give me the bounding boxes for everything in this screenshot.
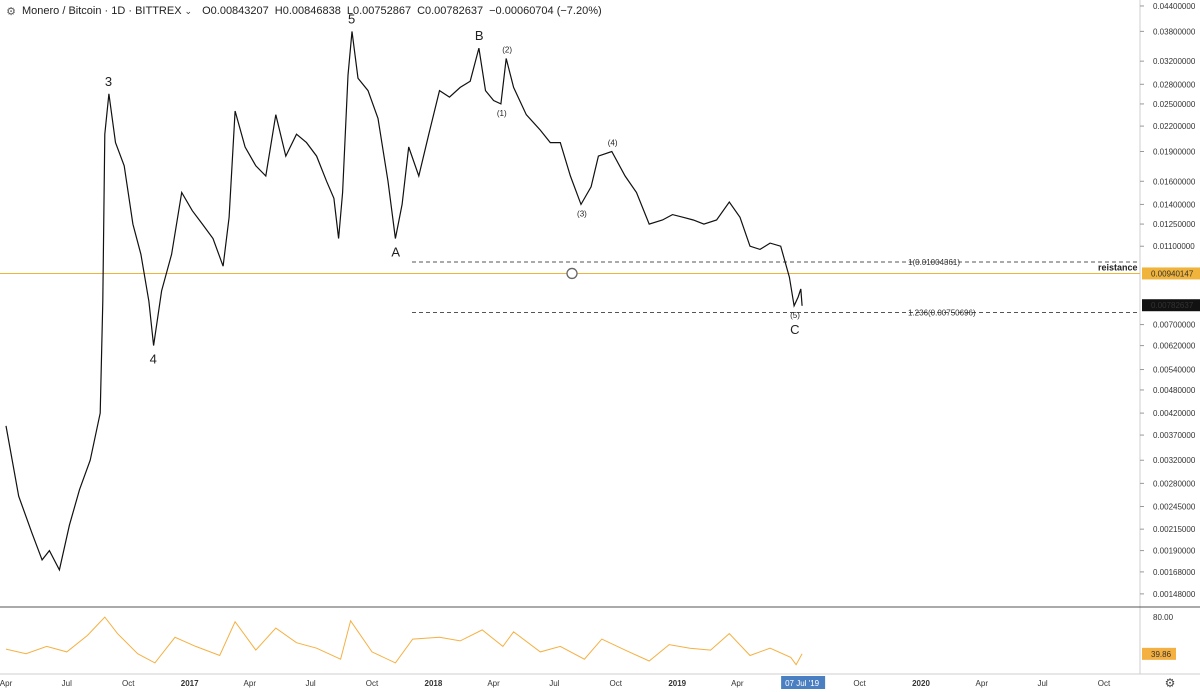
wave-label: 5 [348, 11, 355, 26]
y-tick-label: 0.03200000 [1153, 57, 1196, 66]
y-tick-label: 0.00245000 [1153, 503, 1196, 512]
collapse-icon[interactable]: ⚙ [6, 5, 16, 18]
last-price-badge [1142, 299, 1200, 312]
indicator-tick-label: 80.00 [1153, 613, 1174, 622]
wave-label: (1) [497, 109, 507, 118]
wave-label: (4) [608, 139, 618, 148]
gear-icon[interactable]: ⚙ [1164, 676, 1176, 690]
y-tick-label: 0.02500000 [1153, 100, 1196, 109]
y-tick-label: 0.01250000 [1153, 220, 1196, 229]
x-tick-label: Oct [610, 679, 623, 688]
y-tick-label: 0.00280000 [1153, 479, 1196, 488]
ohlc-high: H0.00846838 [274, 5, 341, 17]
ohlc-change: −0.00060704 (−7.20%) [489, 5, 602, 17]
wave-label: 3 [105, 74, 112, 89]
x-tick-label: Oct [1098, 679, 1111, 688]
y-tick-label: 0.02800000 [1153, 80, 1196, 89]
indicator-value-badge [1142, 647, 1176, 660]
wave-label: (2) [502, 45, 512, 54]
wave-label: B [475, 28, 484, 43]
x-tick-label: Apr [244, 679, 257, 688]
ohlc-close: C0.00782637 [417, 5, 484, 17]
y-tick-label: 0.01900000 [1153, 148, 1196, 157]
last-price-label: 0.00782637 [1151, 301, 1194, 310]
y-tick-label: 0.03800000 [1153, 27, 1196, 36]
x-tick-label: 2019 [668, 679, 686, 688]
y-tick-label: 0.01600000 [1153, 177, 1196, 186]
x-tick-label: Apr [487, 679, 500, 688]
x-tick-label: 2017 [181, 679, 199, 688]
y-tick-label: 0.00168000 [1153, 568, 1196, 577]
fib-anchor-handle[interactable] [566, 267, 578, 280]
ohlc-open: O0.00843207 [202, 5, 269, 17]
symbol-title[interactable]: Monero / Bitcoin · 1D · BITTREX [22, 5, 182, 17]
chart-header: ⚙ Monero / Bitcoin · 1D · BITTREX ⌄ O0.0… [0, 0, 1140, 22]
ohlc-low: L0.00752867 [346, 5, 412, 17]
x-tick-label: Oct [122, 679, 135, 688]
y-tick-label: 0.00480000 [1153, 386, 1196, 395]
x-tick-label: Jul [1037, 679, 1047, 688]
wave-label: 4 [150, 352, 157, 367]
x-tick-label: Oct [853, 679, 866, 688]
x-tick-label: Jul [62, 679, 72, 688]
x-tick-label: 2018 [425, 679, 443, 688]
y-tick-label: 0.00700000 [1153, 321, 1196, 330]
x-tick-label: Apr [0, 679, 13, 688]
y-tick-label: 0.00540000 [1153, 366, 1196, 375]
y-tick-label: 0.02200000 [1153, 122, 1196, 131]
y-tick-label: 0.00148000 [1153, 590, 1196, 599]
indicator-value-label: 39.86 [1151, 650, 1172, 659]
indicator-line [5, 616, 803, 666]
y-tick-label: 0.01100000 [1153, 242, 1195, 251]
x-tick-label: Apr [731, 679, 744, 688]
x-tick-label: Jul [305, 679, 315, 688]
wave-label: (3) [577, 209, 587, 218]
resistance-label: reistance [1098, 262, 1138, 272]
current-date-badge [781, 676, 826, 689]
y-tick-label: 0.04400000 [1153, 2, 1196, 11]
x-tick-label: Jul [549, 679, 559, 688]
wave-label: C [790, 322, 799, 337]
y-tick-label: 0.00420000 [1153, 409, 1196, 418]
x-tick-label: Apr [976, 679, 989, 688]
chevron-down-icon[interactable]: ⌄ [184, 5, 193, 16]
y-tick-label: 0.00620000 [1153, 342, 1196, 351]
resistance-price-label: 0.00940147 [1151, 269, 1194, 278]
y-tick-label: 0.00190000 [1153, 547, 1196, 556]
price-series-line [5, 31, 803, 572]
y-tick-label: 0.00320000 [1153, 456, 1196, 465]
current-date-label: 07 Jul '19 [785, 679, 820, 688]
y-tick-label: 0.00370000 [1153, 431, 1196, 440]
fib-level-1236-label: 1.236(0.00750696) [908, 308, 976, 317]
resistance-price-badge [1142, 267, 1200, 280]
fib-level-1-label: 1(0.01004361) [908, 258, 960, 267]
y-tick-label: 0.01400000 [1153, 200, 1196, 209]
wave-label: A [391, 245, 400, 260]
y-tick-label: 0.00215000 [1153, 525, 1196, 534]
x-tick-label: 2020 [912, 679, 930, 688]
wave-label: (5) [790, 311, 800, 320]
x-tick-label: Oct [366, 679, 379, 688]
